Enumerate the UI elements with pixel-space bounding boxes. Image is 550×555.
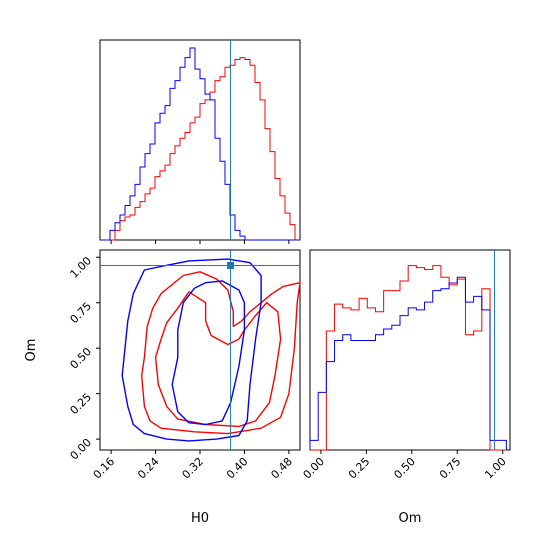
hist-om-x-tick-label: 0.75 — [437, 455, 464, 482]
xlabel-h0: H0 — [191, 511, 209, 526]
contour-y-tick-label: 0.00 — [68, 436, 95, 463]
ylabel-om: Om — [24, 339, 39, 362]
contour-red-inner — [154, 291, 282, 428]
hist-h0-blue-series — [100, 47, 300, 241]
hist-om-x-tick-label: 0.25 — [346, 455, 373, 482]
hist-om-blue-series — [309, 276, 507, 450]
panel-contour-frame — [99, 249, 301, 451]
contour-blue-inner — [171, 280, 246, 426]
contour-y-tick-label: 0.50 — [68, 345, 95, 372]
truth-markers — [100, 40, 496, 450]
hist-om-x-tick-label: 0.50 — [391, 455, 418, 482]
contour-layer — [121, 258, 301, 442]
xlabel-om: Om — [399, 511, 422, 526]
panel-hist-om-frame — [309, 249, 511, 451]
contour-y-tick-label: 0.25 — [68, 391, 95, 418]
contour-y-tick-label: 1.00 — [68, 254, 95, 281]
truth-point-marker — [227, 261, 235, 269]
contour-y-tick-label: 0.75 — [68, 300, 95, 327]
contour-x-tick-label: 0.32 — [180, 455, 207, 482]
contour-blue-outer — [121, 258, 262, 442]
tick-layer: 0.16 0.24 0.32 0.40 0.480.000.250.500.751.00… — [68, 240, 509, 481]
hist-om-layer — [309, 265, 507, 451]
contour-x-tick-label: 0.24 — [135, 455, 162, 482]
hist-om-x-tick-label: 1.00 — [482, 455, 509, 482]
contour-x-tick-label: 0.48 — [268, 455, 295, 482]
hist-om-x-tick-label: 0.00 — [301, 455, 328, 482]
hist-om-red-series — [310, 265, 507, 451]
hist-h0-red-series — [100, 57, 300, 241]
contour-x-tick-label: 0.16 — [91, 455, 118, 482]
contour-x-tick-label: 0.40 — [224, 455, 251, 482]
hist-h0-layer — [100, 47, 300, 241]
contour-red-outer — [140, 271, 301, 435]
